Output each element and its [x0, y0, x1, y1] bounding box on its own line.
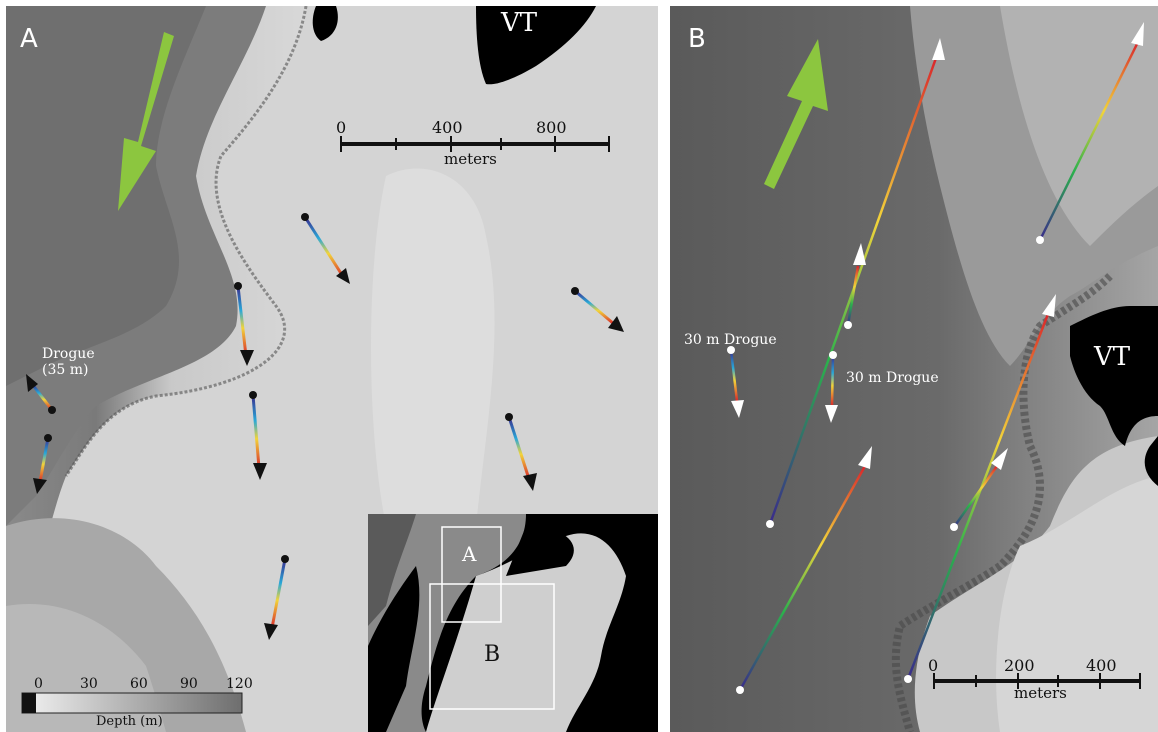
drogue-track: [505, 413, 537, 491]
scale-tick-0: 0: [928, 656, 939, 675]
drogue-tracks-b: [727, 22, 1144, 694]
scale-unit: meters: [444, 150, 497, 168]
drogue-track: [844, 243, 866, 329]
current-direction-arrow: [118, 32, 174, 211]
scale-bar-b: [933, 673, 1141, 689]
depth-tick-60: 60: [130, 676, 148, 692]
panel-a-map: A VT 0 400 800 meters Drogue (35 m) 0 30…: [6, 6, 658, 732]
panel-b-label: B: [688, 24, 706, 54]
drogue-label-1: 30 m Drogue: [684, 332, 777, 348]
scale-tick-800: 800: [536, 118, 567, 137]
drogue-track: [33, 434, 52, 494]
scale-bar-a: [340, 136, 610, 152]
drogue-track: [301, 213, 350, 284]
inset-map: [368, 514, 658, 732]
land-label-vt: VT: [501, 8, 538, 38]
drogue-label: Drogue (35 m): [42, 346, 95, 378]
depth-tick-90: 90: [180, 676, 198, 692]
land-label-vt: VT: [1094, 342, 1131, 372]
panel-b-map: B VT 30 m Drogue 30 m Drogue 0 200 400 m…: [670, 6, 1158, 732]
scale-tick-400: 400: [1086, 656, 1117, 675]
drogue-label-2: 30 m Drogue: [846, 370, 939, 386]
current-direction-arrow: [764, 39, 828, 189]
drogue-track: [249, 391, 267, 480]
depth-tick-0: 0: [34, 676, 43, 692]
panel-a-bathymetry: [6, 6, 658, 732]
panel-a-label: A: [20, 24, 38, 54]
drogue-track: [1036, 22, 1144, 244]
inset-box-b-label: B: [484, 642, 501, 667]
scale-tick-200: 200: [1004, 656, 1035, 675]
drogue-track: [264, 555, 289, 640]
drogue-track: [26, 374, 56, 414]
drogue-track: [727, 346, 744, 418]
drogue-track: [736, 446, 872, 694]
drogue-track: [234, 282, 254, 366]
drogue-track: [825, 351, 838, 423]
depth-tick-30: 30: [80, 676, 98, 692]
drogue-track: [904, 294, 1056, 683]
depth-tick-120: 120: [226, 676, 253, 692]
scale-tick-0: 0: [336, 118, 347, 137]
panel-b-bathymetry: [670, 6, 1158, 732]
drogue-track: [950, 448, 1008, 531]
depth-legend: [21, 692, 243, 714]
drogue-tracks-a: [26, 213, 624, 640]
scale-unit: meters: [1014, 684, 1067, 702]
inset-box-a-label: A: [462, 542, 477, 566]
drogue-track: [571, 287, 624, 332]
depth-legend-title: Depth (m): [96, 714, 163, 729]
scale-tick-400: 400: [432, 118, 463, 137]
